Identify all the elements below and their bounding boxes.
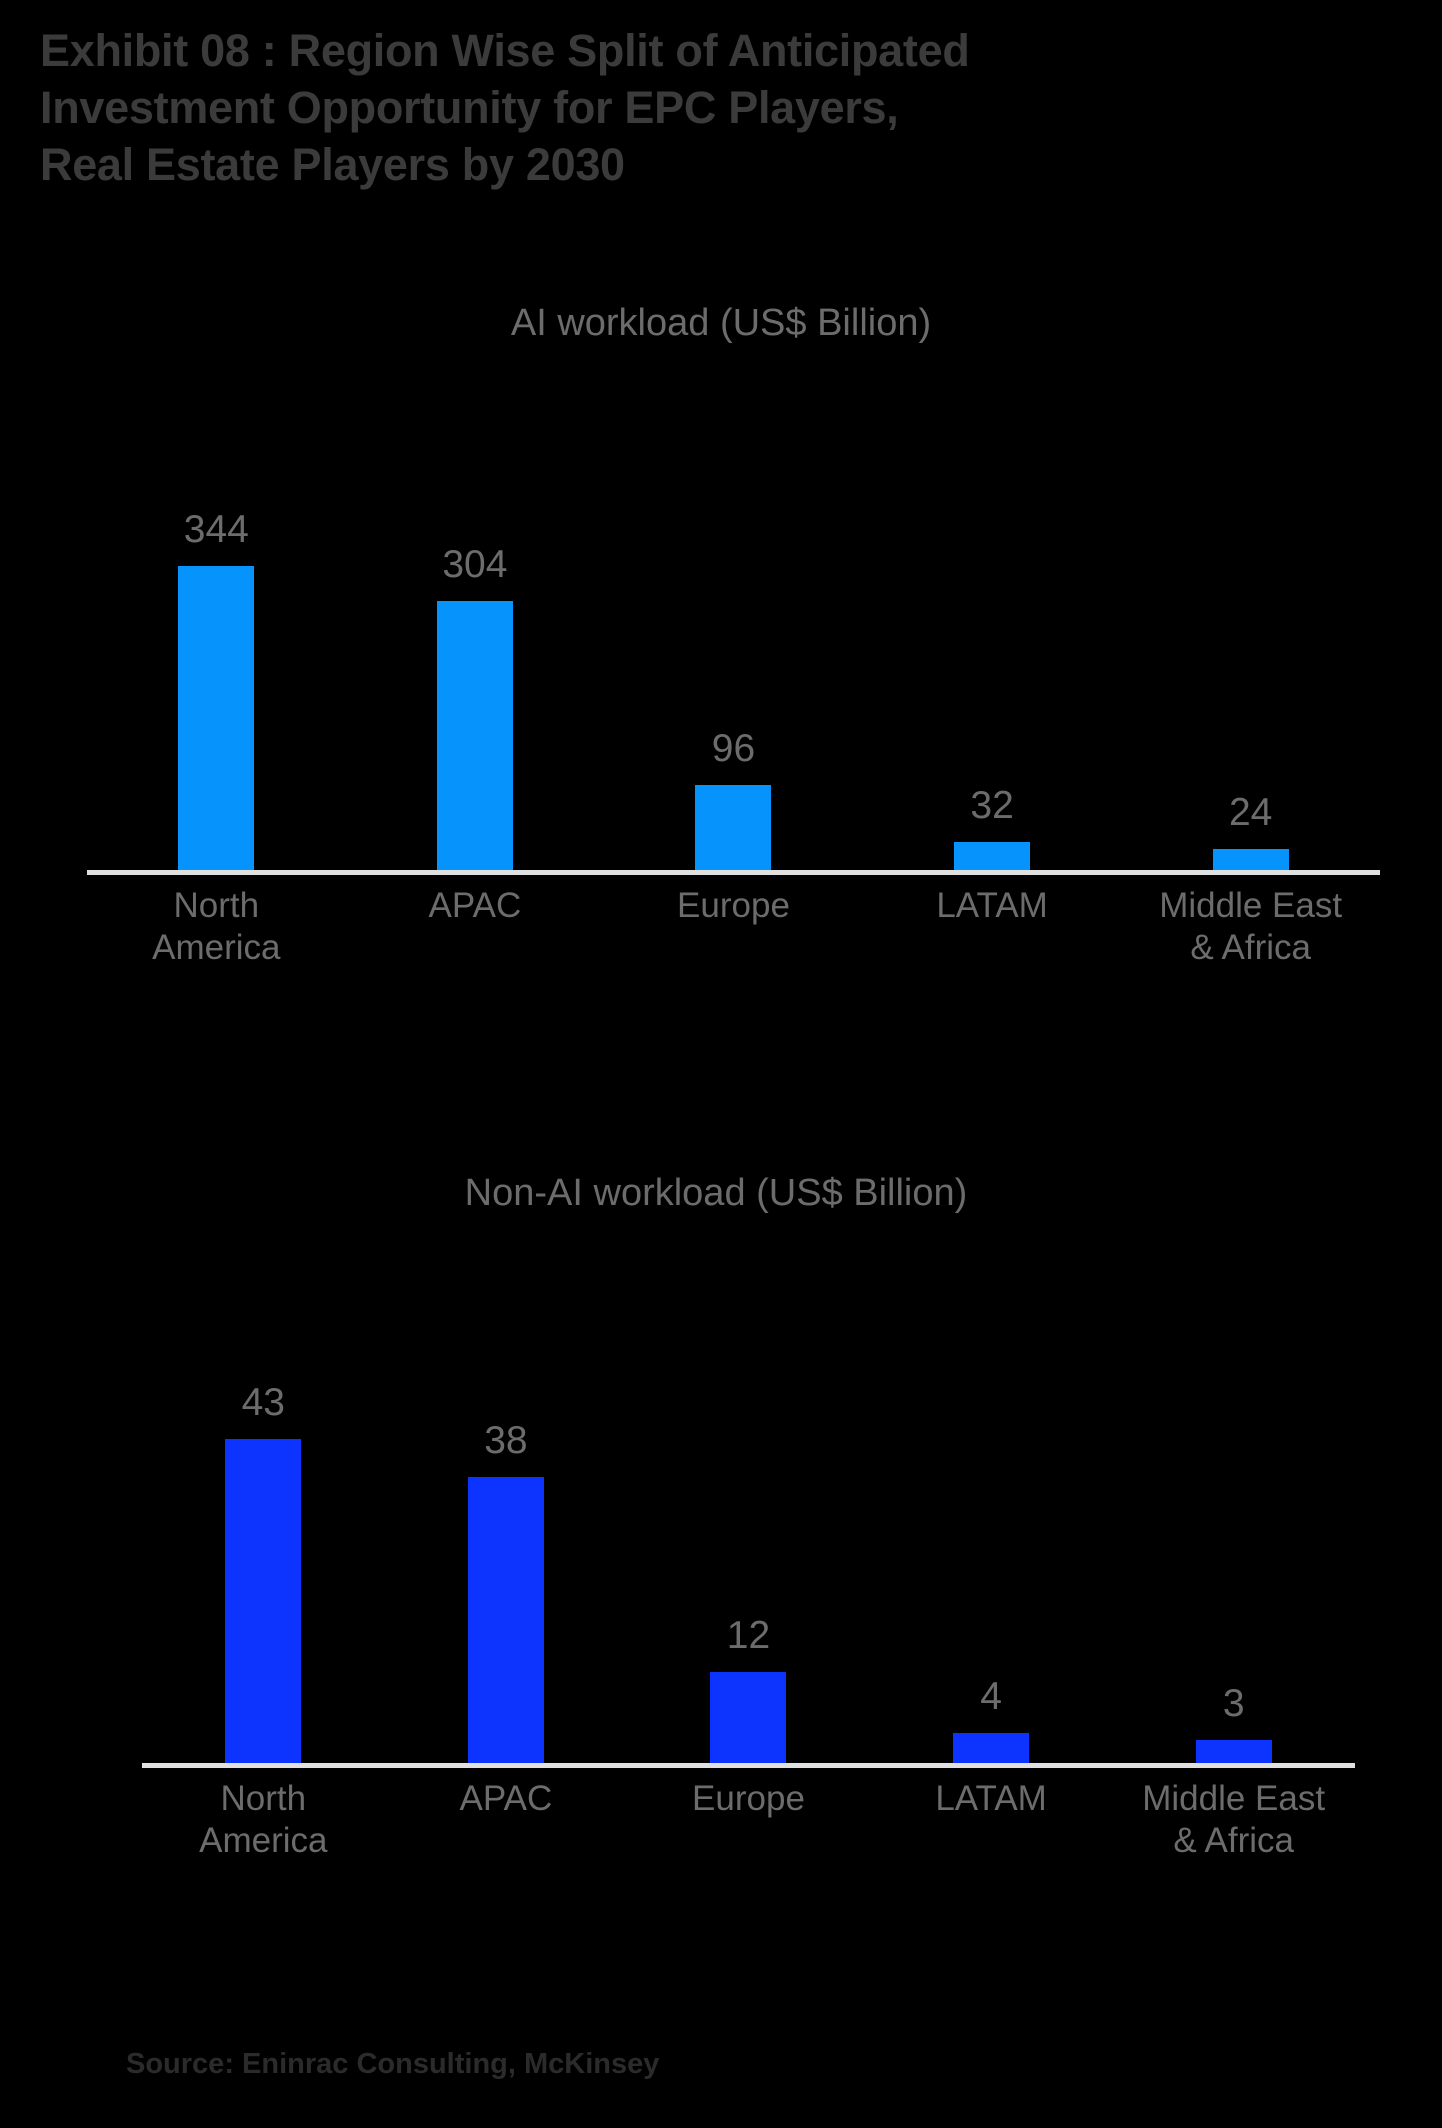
bar-value-label: 43 bbox=[241, 1381, 285, 1424]
bar-apac[interactable] bbox=[467, 1477, 544, 1763]
bar-slot-middle-east-africa: 24 bbox=[1121, 355, 1380, 870]
x-axis-category-labels: North America APAC Europe LATAM Middle E… bbox=[142, 1778, 1355, 1862]
bar-value-label: 24 bbox=[1228, 791, 1273, 834]
x-label-middle-east-africa: Middle East & Africa bbox=[1142, 1779, 1326, 1860]
bar-north-america[interactable] bbox=[225, 1439, 302, 1763]
chart-non-ai-workload: Non-AI workload (US$ Billion) 43 38 12 4… bbox=[0, 1170, 1442, 1870]
bar-apac[interactable] bbox=[436, 601, 513, 870]
bar-europe[interactable] bbox=[710, 1672, 787, 1763]
x-label-middle-east-africa: Middle East & Africa bbox=[1159, 886, 1343, 967]
bar-slot-middle-east-africa: 3 bbox=[1112, 1225, 1355, 1763]
bar-slot-north-america: 344 bbox=[87, 355, 346, 870]
bar-latam[interactable] bbox=[954, 842, 1031, 870]
bar-value-label: 32 bbox=[970, 784, 1014, 827]
plot-area-non-ai-workload: 43 38 12 4 3 bbox=[0, 1230, 1442, 1768]
x-label-latam: LATAM bbox=[936, 886, 1048, 925]
bar-value-label: 4 bbox=[980, 1675, 1002, 1718]
chart-ai-workload: AI workload (US$ Billion) 344 304 96 32 … bbox=[0, 300, 1442, 1020]
x-label-europe: Europe bbox=[677, 886, 790, 925]
page-title: Exhibit 08 : Region Wise Split of Antici… bbox=[40, 25, 970, 190]
bar-latam[interactable] bbox=[953, 1733, 1030, 1763]
x-label-europe: Europe bbox=[692, 1779, 805, 1818]
chart-title-ai-workload: AI workload (US$ Billion) bbox=[510, 302, 932, 344]
x-label-apac: APAC bbox=[428, 886, 522, 925]
source-note: Source: Eninrac Consulting, McKinsey bbox=[126, 2048, 660, 2080]
bar-group-ai-workload: 344 304 96 32 24 bbox=[87, 355, 1380, 870]
x-axis-category-labels: North America APAC Europe LATAM Middle E… bbox=[87, 885, 1380, 969]
bar-slot-europe: 96 bbox=[604, 355, 863, 870]
x-axis-line bbox=[87, 870, 1380, 875]
x-label-north-america: North America bbox=[152, 886, 281, 967]
plot-area-ai-workload: 344 304 96 32 24 bbox=[0, 360, 1442, 875]
bar-slot-north-america: 43 bbox=[142, 1225, 385, 1763]
bar-middle-east-africa[interactable] bbox=[1212, 849, 1289, 870]
bar-group-non-ai-workload: 43 38 12 4 3 bbox=[142, 1225, 1355, 1763]
x-label-north-america: North America bbox=[199, 1779, 328, 1860]
x-axis-line bbox=[142, 1763, 1355, 1768]
bar-slot-europe: 12 bbox=[627, 1225, 870, 1763]
x-label-latam: LATAM bbox=[935, 1779, 1047, 1818]
bar-value-label: 96 bbox=[711, 727, 756, 770]
bar-slot-latam: 4 bbox=[870, 1225, 1113, 1763]
bar-middle-east-africa[interactable] bbox=[1195, 1740, 1272, 1763]
bar-slot-latam: 32 bbox=[863, 355, 1122, 870]
bar-value-label: 344 bbox=[183, 508, 249, 551]
bar-europe[interactable] bbox=[695, 785, 772, 870]
bar-value-label: 12 bbox=[726, 1614, 771, 1657]
bar-slot-apac: 38 bbox=[385, 1225, 628, 1763]
bar-value-label: 3 bbox=[1222, 1682, 1245, 1725]
bar-slot-apac: 304 bbox=[346, 355, 605, 870]
chart-title-non-ai-workload: Non-AI workload (US$ Billion) bbox=[464, 1172, 968, 1214]
bar-value-label: 38 bbox=[484, 1419, 528, 1462]
bar-value-label: 304 bbox=[442, 543, 508, 586]
bar-north-america[interactable] bbox=[178, 566, 255, 870]
x-label-apac: APAC bbox=[459, 1779, 553, 1818]
